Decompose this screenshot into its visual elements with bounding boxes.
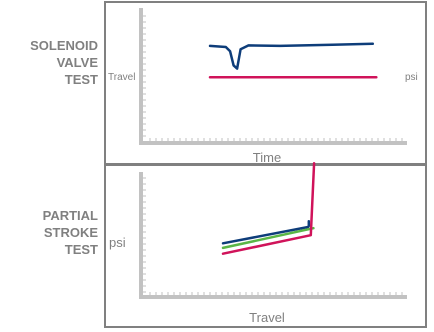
axis-ticks <box>141 15 403 297</box>
bottom-x-axis-label: Travel <box>249 310 285 325</box>
bottom-panel-frame <box>104 164 427 328</box>
top-series-line-0 <box>208 42 375 70</box>
partial-stroke-test-label: PARTIAL STROKE TEST <box>42 208 98 257</box>
top-y-axis-label: Travel <box>108 72 135 83</box>
top-x-axis-label: Time <box>253 150 281 165</box>
top-axes <box>139 8 407 145</box>
bottom-y-axis-label: psi <box>109 235 126 250</box>
solenoid-valve-test-label: SOLENOID VALVE TEST <box>30 38 98 87</box>
bottom-series-line-2 <box>221 161 316 255</box>
top-y2-axis-label: psi <box>405 72 418 83</box>
bottom-series-line-1 <box>221 226 315 250</box>
bottom-series-line-0 <box>221 219 311 245</box>
